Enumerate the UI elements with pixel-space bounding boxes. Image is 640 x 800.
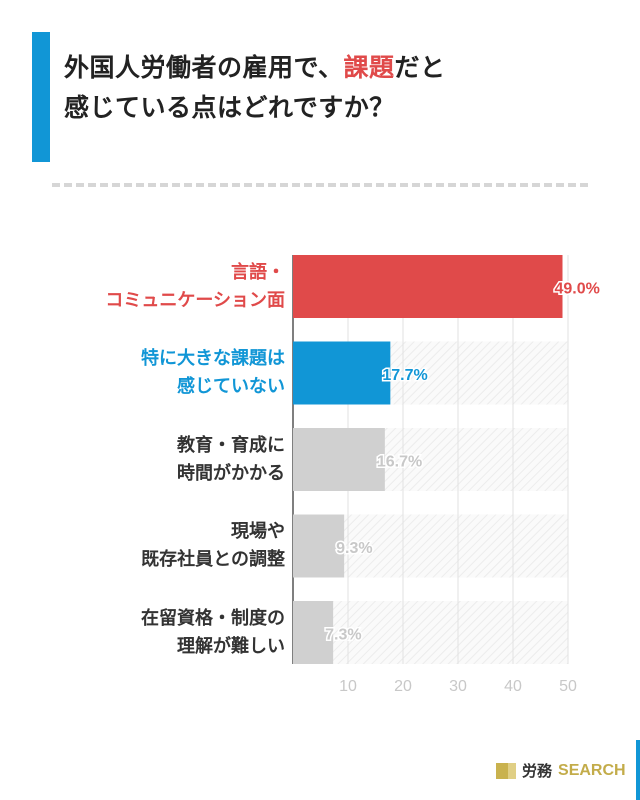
bar	[293, 601, 334, 664]
category-label-line: 時間がかかる	[177, 462, 285, 484]
category-label-line: コミュニケーション面	[105, 289, 285, 311]
logo-jp: 労務	[522, 762, 553, 780]
category-label: 言語・コミュニケーション面	[105, 259, 285, 315]
data-label: 9.3%	[336, 540, 372, 557]
category-label-line: 特に大きな課題は	[141, 348, 285, 369]
category-label-line: 教育・育成に	[177, 434, 285, 456]
bar	[293, 341, 391, 405]
bar	[293, 255, 563, 318]
category-label-line: 感じていない	[177, 376, 285, 397]
data-label: 16.7%	[377, 454, 422, 471]
x-tick-label: 10	[339, 678, 357, 695]
category-label-line: 現場や	[231, 521, 285, 542]
x-tick-label: 20	[394, 678, 412, 695]
data-label: 17.7%	[382, 367, 427, 384]
category-label-line: 既存社員との調整	[141, 549, 285, 570]
title-text: だと	[394, 53, 446, 82]
data-label: 7.3%	[325, 627, 361, 644]
title-text: 外国人労働者の雇用で、	[64, 53, 344, 82]
x-tick-label: 50	[559, 678, 577, 695]
logo: 労務 SEARCH	[496, 760, 626, 781]
logo-en: SEARCH	[558, 761, 626, 779]
edge-strip	[636, 740, 640, 800]
category-label: 教育・育成に 時間がかかる	[177, 432, 285, 488]
bar	[293, 514, 345, 578]
category-label-line: 言語・	[231, 261, 285, 283]
title-accent-bar	[32, 32, 50, 162]
category-label-line: 理解が難しい	[177, 635, 285, 657]
divider	[52, 183, 588, 187]
bar	[293, 428, 385, 491]
x-tick-label: 30	[449, 678, 467, 695]
category-label: 現場や既存社員との調整	[141, 518, 285, 574]
bar-background	[293, 601, 568, 664]
category-label: 特に大きな課題は感じていない	[141, 345, 285, 401]
x-tick-label: 40	[504, 678, 522, 695]
page-title: 外国人労働者の雇用で、課題だと 感じている点はどれですか？	[64, 48, 446, 128]
category-label-line: 在留資格・制度の	[141, 607, 285, 629]
category-label: 在留資格・制度の理解が難しい	[141, 605, 285, 661]
data-label: 49.0%	[555, 281, 600, 298]
title-highlight: 課題	[343, 53, 395, 82]
title-line2: 感じている点はどれですか？	[64, 93, 395, 122]
book-icon	[496, 762, 516, 779]
